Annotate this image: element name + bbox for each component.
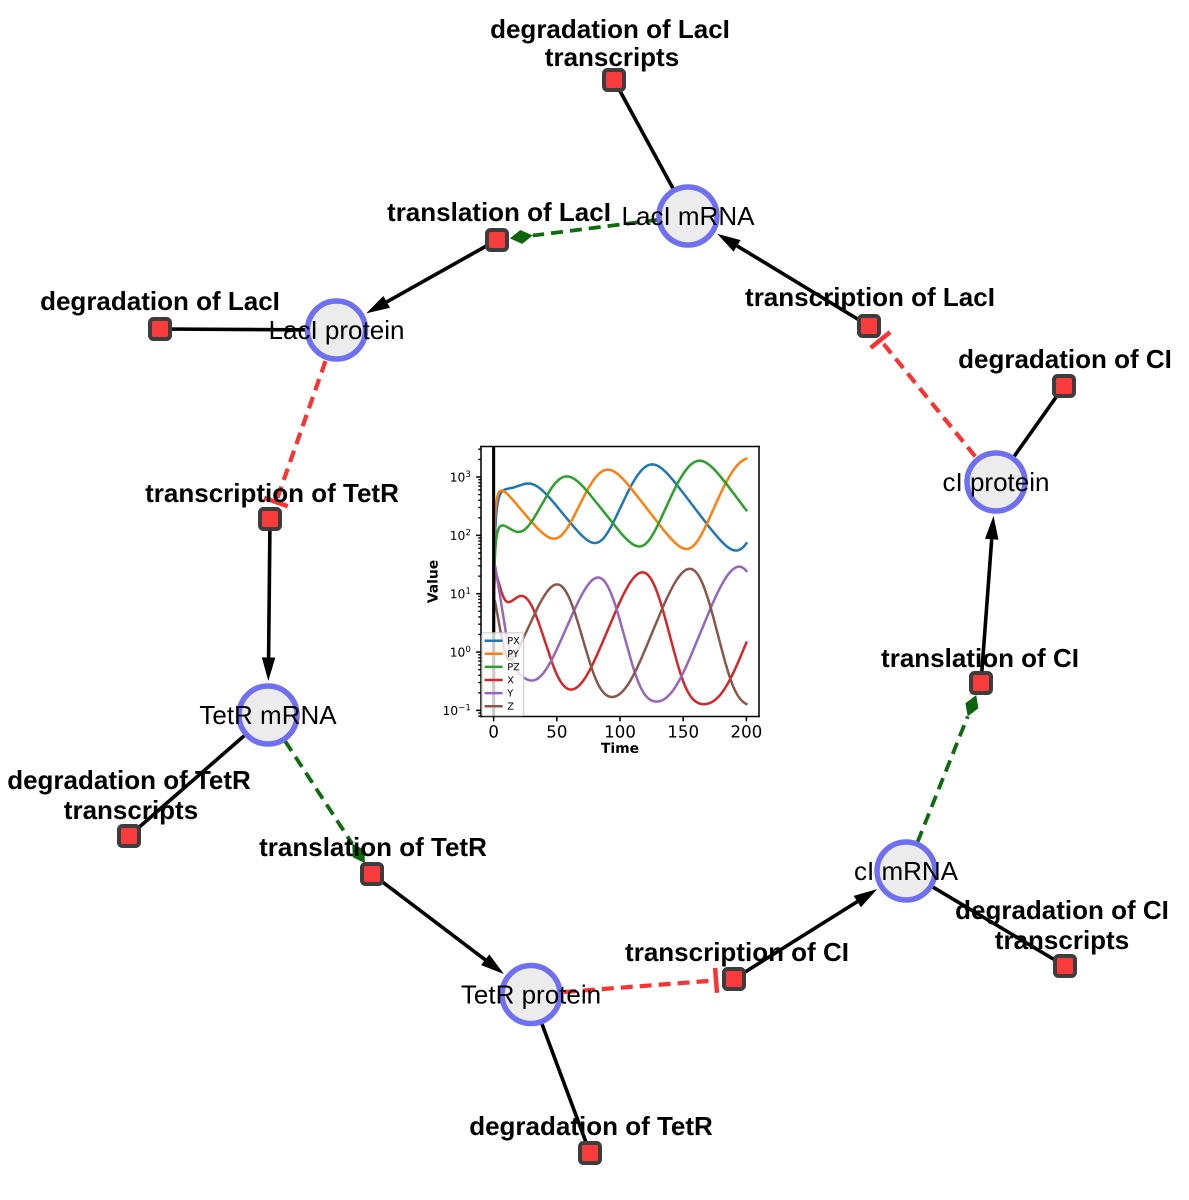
svg-text:degradation of CI: degradation of CI (958, 344, 1172, 374)
svg-text:cI mRNA: cI mRNA (854, 856, 959, 886)
svg-text:transcription of LacI: transcription of LacI (745, 282, 995, 312)
svg-text:translation of LacI: translation of LacI (387, 197, 611, 227)
svg-text:TetR mRNA: TetR mRNA (199, 700, 337, 730)
svg-text:degradation of LacI: degradation of LacI (40, 286, 280, 316)
svg-text:transcripts: transcripts (545, 42, 679, 72)
svg-text:degradation of TetR: degradation of TetR (469, 1111, 713, 1141)
svg-text:degradation of CI: degradation of CI (955, 895, 1169, 925)
svg-text:transcription of TetR: transcription of TetR (145, 478, 399, 508)
svg-text:LacI mRNA: LacI mRNA (622, 201, 756, 231)
svg-text:TetR protein: TetR protein (461, 980, 601, 1010)
svg-text:LacI protein: LacI protein (269, 315, 405, 345)
svg-text:transcripts: transcripts (995, 925, 1129, 955)
svg-text:transcripts: transcripts (64, 795, 198, 825)
svg-text:degradation of LacI: degradation of LacI (490, 14, 730, 44)
svg-text:translation of CI: translation of CI (881, 643, 1079, 673)
svg-text:transcription of CI: transcription of CI (625, 937, 849, 967)
svg-text:degradation of TetR: degradation of TetR (7, 765, 251, 795)
svg-text:cI protein: cI protein (943, 467, 1050, 497)
svg-text:translation of TetR: translation of TetR (259, 832, 487, 862)
